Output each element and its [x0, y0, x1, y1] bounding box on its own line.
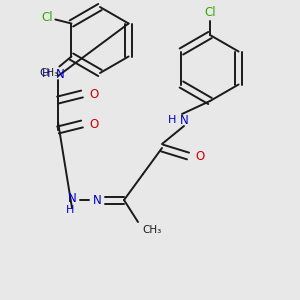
Text: N: N: [68, 191, 76, 205]
Text: O: O: [195, 149, 205, 163]
Text: H: H: [42, 69, 50, 79]
Text: Cl: Cl: [204, 7, 216, 20]
Text: N: N: [180, 113, 188, 127]
Text: H: H: [66, 205, 74, 215]
Text: N: N: [56, 68, 64, 80]
Text: CH₃: CH₃: [142, 225, 161, 235]
Text: Cl: Cl: [42, 11, 53, 24]
Text: N: N: [93, 194, 101, 206]
Text: O: O: [89, 88, 99, 100]
Text: H: H: [168, 115, 176, 125]
Text: CH₃: CH₃: [40, 68, 59, 77]
Text: O: O: [89, 118, 99, 130]
